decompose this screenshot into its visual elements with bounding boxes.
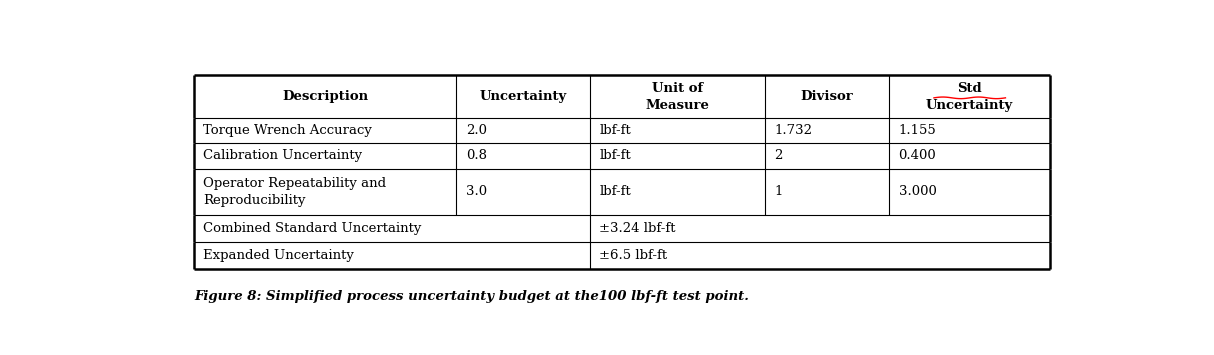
- Text: lbf-ft: lbf-ft: [600, 149, 631, 163]
- Text: Combined Standard Uncertainty: Combined Standard Uncertainty: [204, 222, 422, 235]
- Text: 2.0: 2.0: [466, 124, 487, 137]
- Text: ±6.5 lbf-ft: ±6.5 lbf-ft: [600, 250, 668, 262]
- Text: Figure 8: Simplified process uncertainty budget at the100 lbf-ft test point.: Figure 8: Simplified process uncertainty…: [194, 290, 749, 303]
- Text: 2: 2: [775, 149, 783, 163]
- Text: 0.400: 0.400: [898, 149, 936, 163]
- Text: Expanded Uncertainty: Expanded Uncertainty: [204, 250, 354, 262]
- Text: Uncertainty: Uncertainty: [480, 90, 567, 103]
- Text: Description: Description: [282, 90, 368, 103]
- Text: Unit of
Measure: Unit of Measure: [646, 82, 709, 112]
- Text: 0.8: 0.8: [466, 149, 487, 163]
- Text: Operator Repeatability and
Reproducibility: Operator Repeatability and Reproducibili…: [204, 177, 386, 207]
- Text: Std
Uncertainty: Std Uncertainty: [926, 82, 1014, 112]
- Text: 1: 1: [775, 185, 783, 198]
- Text: 3.000: 3.000: [898, 185, 936, 198]
- Text: ±3.24 lbf-ft: ±3.24 lbf-ft: [600, 222, 676, 235]
- Text: Torque Wrench Accuracy: Torque Wrench Accuracy: [204, 124, 373, 137]
- Text: 1.155: 1.155: [898, 124, 936, 137]
- Text: 3.0: 3.0: [466, 185, 487, 198]
- Text: lbf-ft: lbf-ft: [600, 185, 631, 198]
- Bar: [194, 75, 1050, 269]
- Text: Calibration Uncertainty: Calibration Uncertainty: [204, 149, 363, 163]
- Text: lbf-ft: lbf-ft: [600, 124, 631, 137]
- Text: 1.732: 1.732: [775, 124, 812, 137]
- Text: Divisor: Divisor: [801, 90, 853, 103]
